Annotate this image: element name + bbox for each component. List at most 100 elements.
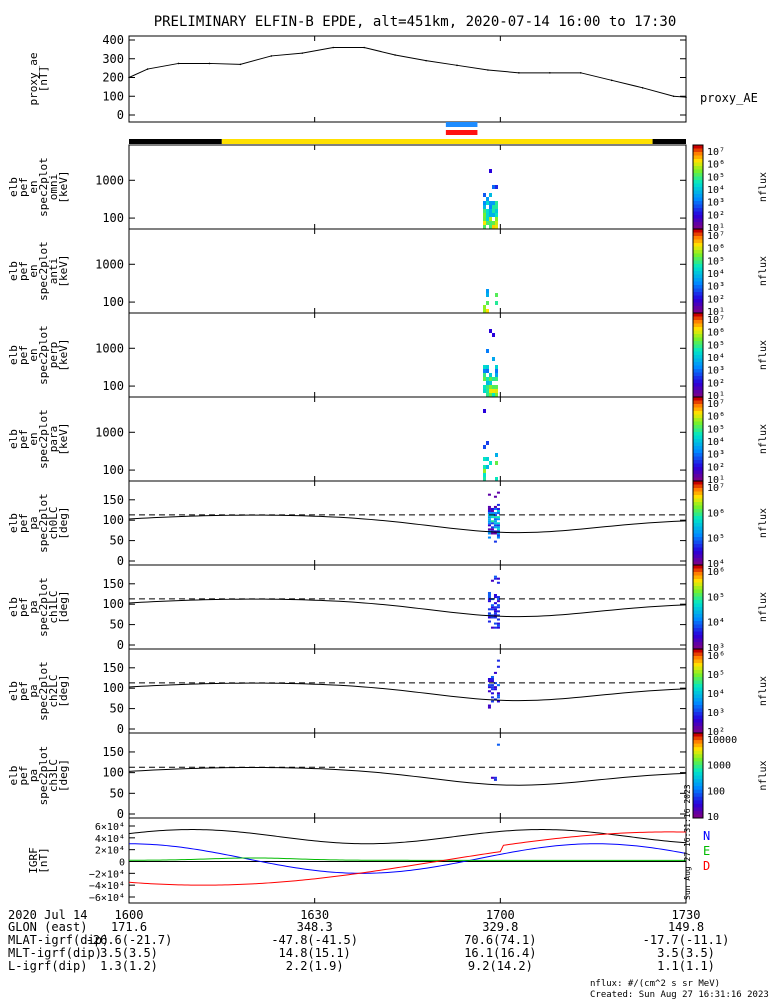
ch2LC-cell-19 [493, 682, 497, 685]
ch0LC-cell-7 [487, 518, 491, 521]
ch2LC-cell-12 [490, 684, 494, 687]
perp-cell-0 [483, 389, 487, 393]
omni-cell-20 [489, 201, 493, 205]
ch1LC-cell-35 [496, 614, 500, 617]
ch0LC-colorbar-cell-8 [693, 509, 703, 513]
omni-cell-9 [486, 217, 490, 221]
ch2LC-cell-9 [490, 692, 494, 695]
igrf-ytick-label-0: 6×10⁴ [95, 822, 125, 833]
ch2LC-cell-24 [496, 692, 500, 695]
ch2LC-cell-26 [496, 665, 500, 668]
ch0LC-cell-25 [490, 507, 494, 510]
anti-colorbar-cell-0 [693, 229, 703, 233]
perp-colorbar-cell-20 [693, 383, 703, 387]
ch1LC-ylabel-0: elb [7, 597, 20, 617]
omni-cell-25 [492, 213, 496, 217]
proxy-ae-point-0 [128, 76, 130, 79]
igrf-ytick-label-2: 2×10⁴ [95, 846, 125, 857]
ch3LC-cell-0 [490, 776, 494, 779]
ch2LC-colorbar-cell-18 [693, 712, 703, 716]
omni-bg [129, 145, 686, 229]
ch3LC-ytick-label-2: 50 [110, 786, 124, 800]
para-ylabel-0: elb [7, 429, 20, 449]
proxy-ae-point-15 [579, 72, 582, 74]
omni-colorbar-tick-6: 10¹ [707, 223, 725, 234]
ch0LC-cell-34 [493, 516, 497, 519]
ch2LC-colorbar-label: nflux [758, 676, 769, 706]
perp-cell-15 [489, 389, 493, 393]
perp-cell-31 [495, 373, 499, 377]
ch0LC-colorbar-cell-22 [693, 558, 703, 562]
xaxis-col-2-row-1: 329.8 [482, 920, 518, 934]
ch0LC-cell-37 [493, 507, 497, 510]
anti-cell-4 [486, 293, 490, 297]
omni-colorbar-cell-5 [693, 162, 703, 167]
ch1LC-cell-9 [487, 591, 491, 594]
anti-cell-1 [483, 305, 487, 309]
perp-cell-5 [483, 365, 487, 369]
omni-cell-19 [489, 205, 493, 209]
anti-ytick-label-1: 100 [102, 295, 124, 309]
ch3LC-colorbar-cell-9 [693, 764, 703, 769]
perp-colorbar-cell-12 [693, 355, 703, 359]
ch1LC-colorbar-cell-23 [693, 645, 703, 650]
ch3LC-colorbar-cell-17 [693, 793, 703, 798]
para-colorbar-cell-19 [693, 463, 703, 468]
ch2LC-colorbar-cell-17 [693, 708, 703, 713]
perp-cell-33 [495, 365, 499, 369]
omni-colorbar-cell-14 [693, 194, 703, 198]
perp-ylabel-0: elb [7, 345, 20, 365]
perp-ylabel-4: perp [47, 342, 60, 369]
omni-colorbar-cell-19 [693, 211, 703, 216]
ch1LC-ylabel-1: pef [17, 597, 30, 617]
proxy-ae-point-8 [363, 46, 365, 49]
anti-cell-7 [495, 293, 499, 297]
para-panel: 1000100elbpefenspec2plotpara[keV]10⁷10⁶1… [7, 396, 769, 486]
ch0LC-loss-cone-line [128, 514, 687, 534]
anti-cell-6 [495, 301, 499, 305]
para-colorbar-cell-0 [693, 397, 703, 401]
perp-colorbar-cell-13 [693, 358, 703, 363]
perp-colorbar-cell-17 [693, 372, 703, 377]
para-colorbar-tick-5: 10² [707, 462, 725, 473]
ch1LC-colorbar-cell-3 [693, 575, 703, 580]
perp-cell-29 [495, 385, 499, 389]
ch1LC-colorbar-tick-3: 10³ [707, 643, 725, 654]
xaxis-col-2-row-0: 1700 [486, 908, 515, 922]
ch2LC-colorbar-cell-2 [693, 656, 703, 660]
ch2LC-colorbar-cell-9 [693, 680, 703, 685]
igrf-ylabel-0: IGRF [27, 847, 40, 874]
omni-colorbar-cell-10 [693, 180, 703, 184]
ch1LC-ylabel-2: pa [27, 600, 40, 613]
ch3LC-colorbar-cell-15 [693, 786, 703, 791]
xaxis-col-1-row-1: 348.3 [297, 920, 333, 934]
proxy-ae-point-7 [332, 46, 335, 49]
xaxis-col-2-row-3: 16.1(16.4) [464, 946, 536, 960]
ch1LC-ytick-label-2: 50 [110, 618, 124, 632]
igrf-legend-E: E [703, 844, 710, 858]
perp-colorbar-cell-16 [693, 369, 703, 373]
ch0LC-cell-33 [493, 518, 497, 521]
ch0LC-ylabel-4: ch0LC [47, 506, 60, 539]
omni-cell-31 [495, 221, 499, 225]
ch0LC-cell-8 [487, 516, 491, 519]
ch3LC-ylabel-5: [deg] [57, 759, 70, 792]
xaxis-col-3-row-1: 149.8 [668, 920, 704, 934]
ch3LC-ylabel-0: elb [7, 766, 20, 786]
perp-cell-27 [495, 393, 499, 397]
ch0LC-colorbar-cell-9 [693, 512, 703, 517]
para-colorbar-tick-4: 10³ [707, 450, 725, 461]
ch0LC-cell-10 [487, 512, 491, 515]
omni-colorbar-tick-4: 10³ [707, 198, 725, 209]
ch0LC-ylabel-3: spec2plot [37, 493, 50, 553]
perp-colorbar-cell-21 [693, 386, 703, 391]
para-colorbar-cell-7 [693, 421, 703, 426]
ch1LC-cell-40 [496, 598, 500, 601]
ch0LC-colorbar-cell-11 [693, 519, 703, 524]
omni-colorbar-label: nflux [758, 172, 769, 202]
proxy-ae-panel: 400 300 200 100 0 proxy_ae[nT] proxy_AE [27, 33, 758, 123]
